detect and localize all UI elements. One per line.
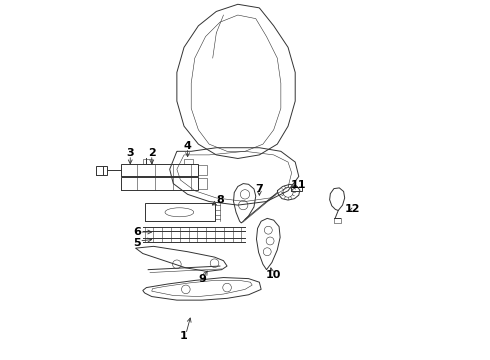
Text: 7: 7 bbox=[255, 184, 263, 194]
Text: 4: 4 bbox=[184, 141, 192, 151]
Text: 6: 6 bbox=[133, 227, 141, 237]
Text: 11: 11 bbox=[291, 180, 307, 190]
Text: 2: 2 bbox=[148, 148, 156, 158]
Text: 5: 5 bbox=[134, 238, 141, 248]
Text: 12: 12 bbox=[345, 204, 360, 214]
Text: 8: 8 bbox=[216, 195, 224, 205]
Text: 9: 9 bbox=[198, 274, 206, 284]
Text: 1: 1 bbox=[180, 331, 188, 341]
Text: 3: 3 bbox=[126, 148, 134, 158]
Ellipse shape bbox=[165, 208, 194, 217]
Text: 10: 10 bbox=[266, 270, 281, 280]
